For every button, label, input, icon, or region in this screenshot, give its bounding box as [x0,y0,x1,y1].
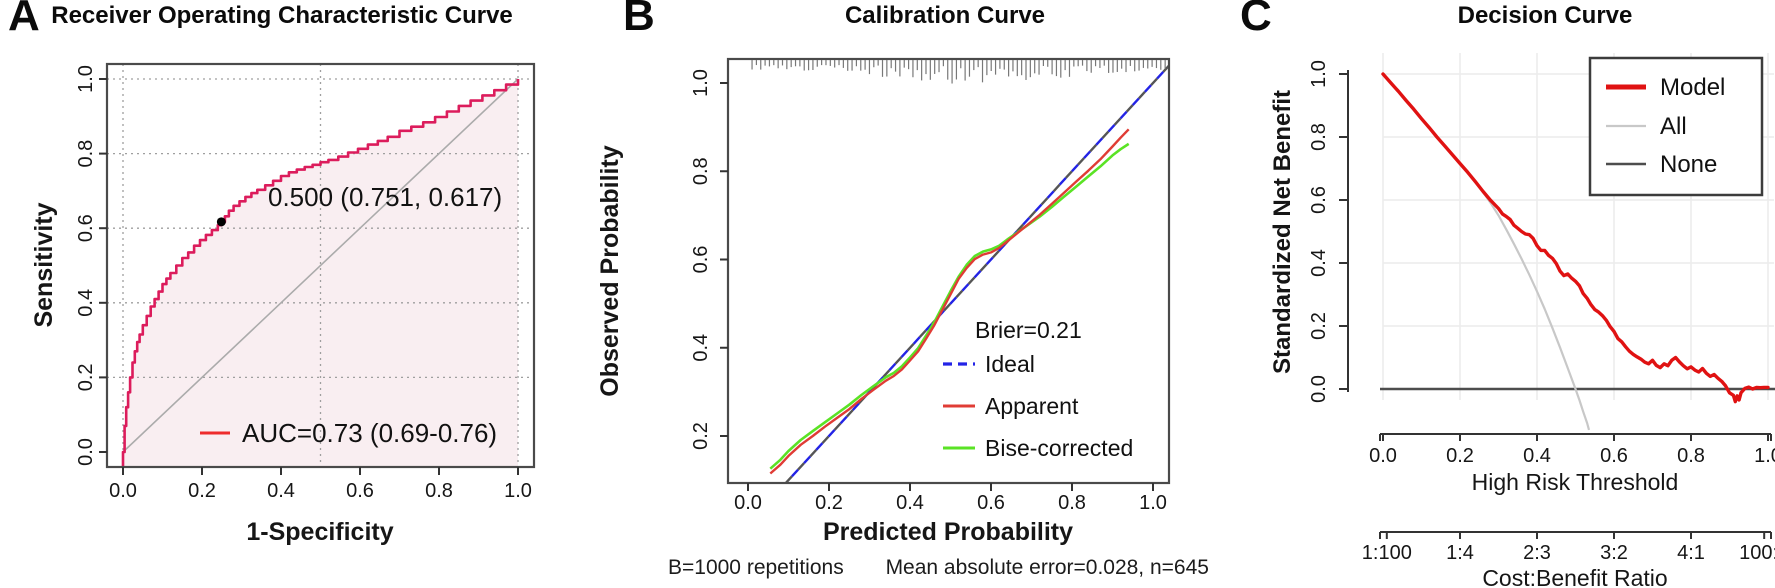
model-curve [1381,72,1770,404]
x-tick-label: 0.2 [188,480,216,502]
y-tick-label: 0.4 [690,334,712,362]
y-tick-label: 0.0 [75,438,97,466]
x-tick-label: 0.0 [109,480,137,502]
y-tick-label: 0.8 [1308,123,1330,151]
y-tick-label: 0.2 [1308,312,1330,340]
x-tick-label: 0.8 [425,480,453,502]
x2-tick-label: 4:1 [1677,542,1705,564]
panel-calibration: B Calibration Curve Brier=0.21 Ideal Appar… [555,0,1190,588]
y-tick-label: 0.2 [690,422,712,450]
panel-c-title: Decision Curve [1457,2,1633,29]
footnote-mae: Mean absolute error=0.028, n=645 [885,556,1209,579]
y-tick-label: 0.0 [1308,375,1330,403]
x-tick-label: 0.8 [1677,445,1705,467]
legend-item-label: Bise-corrected [985,435,1133,461]
x-tick-label: 0.2 [815,492,843,514]
x2-tick-label: 1:100 [1362,542,1412,564]
roc-curve [121,79,520,466]
y-tick-label: 0.8 [690,157,712,185]
roc-area-fill [123,79,518,466]
panel-b-title: Calibration Curve [844,2,1046,29]
x-tick-label: 0.6 [977,492,1005,514]
footnote-repetitions: B=1000 repetitions [668,556,844,579]
ideal-line-gray [784,64,1170,484]
panel-decision: C Decision Curve 0.0 0.2 0.4 0.6 0.8 1.0 Stand… [1190,0,1775,588]
chance-diagonal [122,78,519,453]
x2-axis-label: Cost:Benefit Ratio [1482,565,1667,588]
y-tick-label: 0.6 [690,246,712,274]
calibration-chart: Brier=0.21 Ideal Apparent Bise-corrected 0.0… [596,57,1171,546]
plot-box [105,62,536,469]
x-tick-label: 1.0 [504,480,532,502]
x-tick-label: 1.0 [1754,445,1775,467]
x-tick-label: 0.6 [1600,445,1628,467]
x-axis-label: Predicted Probability [823,518,1073,546]
all-curve [1382,73,1591,431]
threshold-point [216,217,226,227]
roc-chart: 0.500 (0.751, 0.617) AUC=0.73 (0.69-0.76)… [30,62,536,546]
y-tick-label: 0.8 [75,140,97,168]
y-axis-label: Sensitivity [30,202,58,327]
x-tick-label: 0.0 [1369,445,1397,467]
x2-tick-label: 3:2 [1600,542,1628,564]
x-tick-label: 0.8 [1058,492,1086,514]
calibration-footnote: B=1000 repetitions Mean absolute error=0… [668,556,1209,580]
legend-item-label: Model [1660,74,1725,101]
y-axis-label: Observed Probability [596,145,624,397]
threshold-annotation: 0.500 (0.751, 0.617) [268,182,502,212]
panel-b-letter: B [623,0,655,40]
y-tick-label: 0.4 [75,289,97,317]
x2-tick-label: 2:3 [1523,542,1551,564]
panel-a-title: Receiver Operating Characteristic Curve [51,2,513,29]
legend-item-label: Apparent [985,393,1079,419]
panel-a-letter: A [8,0,40,40]
decision-chart: 0.0 0.2 0.4 0.6 0.8 1.0 Standardized Net Benef… [1269,53,1775,588]
x-tick-label: 0.6 [346,480,374,502]
x-tick-label: 0.4 [267,480,295,502]
y-tick-label: 1.0 [690,69,712,97]
y-tick-label: 1.0 [1308,60,1330,88]
legend-item-label: None [1660,151,1717,178]
y-tick-label: 0.6 [1308,186,1330,214]
legend-item-label: Ideal [985,351,1035,377]
plot-box [726,57,1171,485]
brier-label: Brier=0.21 [975,317,1082,343]
legend-item-label: All [1660,113,1687,140]
x2-tick-label: 100:1 [1739,542,1775,564]
apparent-curve [769,128,1130,475]
x2-tick-label: 1:4 [1446,542,1474,564]
ideal-line-blue [784,64,1170,484]
auc-label: AUC=0.73 (0.69-0.76) [242,418,497,448]
x-tick-label: 1.0 [1139,492,1167,514]
y-tick-label: 0.2 [75,363,97,391]
x-tick-label: 0.4 [1523,445,1551,467]
x-axis-label: 1-Specificity [246,518,393,546]
panel-c-letter: C [1240,0,1272,40]
panel-roc: A Receiver Operating Characteristic Curv… [0,0,555,588]
y-tick-label: 0.4 [1308,249,1330,277]
y-axis-label: Standardized Net Benefit [1269,90,1296,374]
bias-corrected-curve [769,142,1130,470]
x-tick-label: 0.4 [896,492,924,514]
y-tick-label: 0.6 [75,214,97,242]
y-tick-label: 1.0 [75,65,97,93]
x-axis-label: High Risk Threshold [1472,469,1679,495]
x-tick-label: 0.2 [1446,445,1474,467]
x-tick-label: 0.0 [734,492,762,514]
